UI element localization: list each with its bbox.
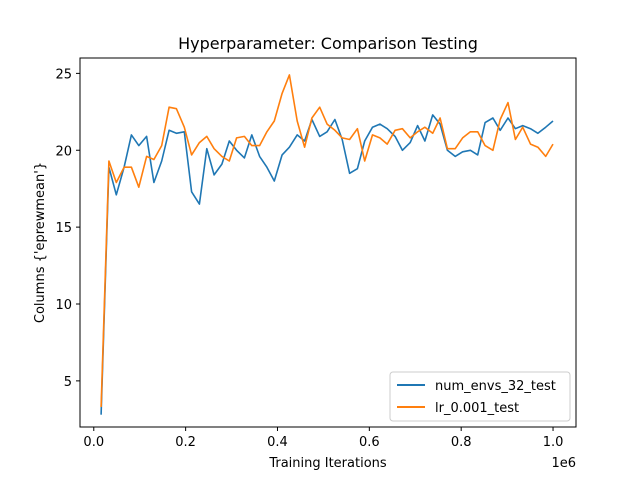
series-line-2 (100, 74, 554, 408)
x-axis-ticks: 0.0 0.2 0.4 0.6 0.8 1.0 (83, 427, 563, 450)
legend-label: num_envs_32_test (435, 379, 556, 394)
x-tick-label: 0.2 (175, 435, 196, 450)
series-lines (100, 74, 554, 415)
y-axis-ticks: 5 10 15 20 25 (55, 67, 80, 390)
y-tick-label: 5 (64, 375, 72, 390)
legend: num_envs_32_test lr_0.001_test (389, 371, 571, 422)
plot-frame (79, 57, 577, 428)
y-tick-label: 20 (55, 144, 72, 159)
x-tick-label: 0.4 (267, 435, 288, 450)
x-axis-label: Training Iterations (268, 456, 387, 471)
y-axis-label: Columns {'eprewmean'} (33, 162, 48, 323)
legend-label: lr_0.001_test (435, 401, 519, 416)
legend-box (389, 371, 571, 422)
y-tick-label: 15 (55, 221, 72, 236)
series-line-1 (100, 114, 554, 415)
x-tick-label: 0.8 (451, 435, 472, 450)
x-tick-label: 0.0 (83, 435, 104, 450)
y-tick-label: 25 (55, 67, 72, 82)
y-tick-label: 10 (55, 298, 72, 313)
x-tick-label: 1.0 (543, 435, 564, 450)
x-axis-offset-label: 1e6 (551, 456, 576, 471)
x-tick-label: 0.6 (359, 435, 380, 450)
chart-title: Hyperparameter: Comparison Testing (178, 34, 478, 53)
